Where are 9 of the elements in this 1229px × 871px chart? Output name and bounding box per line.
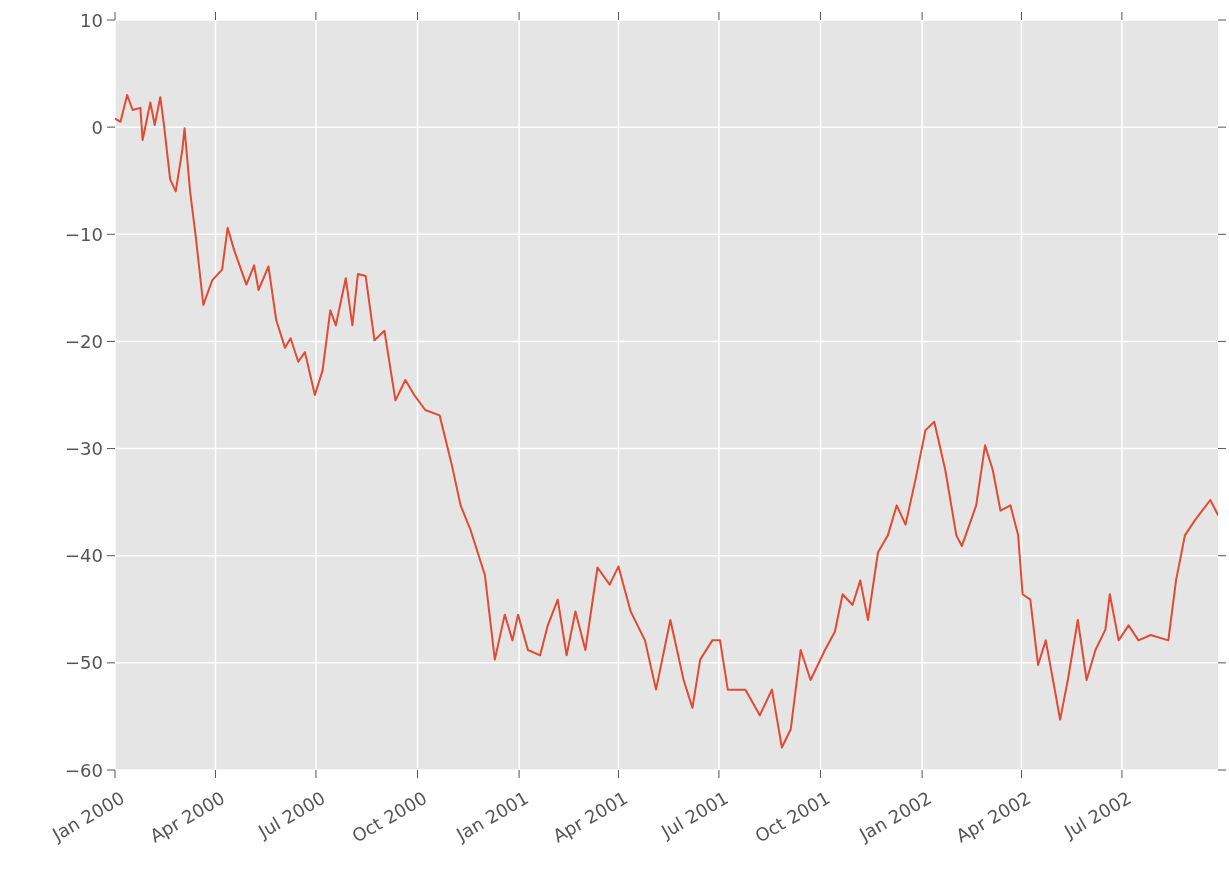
y-tick-label: −20	[65, 330, 103, 352]
y-tick-label: −40	[65, 545, 103, 567]
line-series	[115, 94, 1218, 749]
y-tick-label: −60	[65, 759, 103, 781]
y-tick-label: −10	[65, 223, 103, 245]
y-tick-label: −30	[65, 438, 103, 460]
y-tick-label: −50	[65, 652, 103, 674]
y-tick-label: 10	[80, 9, 103, 31]
y-tick-label: 0	[91, 116, 103, 138]
